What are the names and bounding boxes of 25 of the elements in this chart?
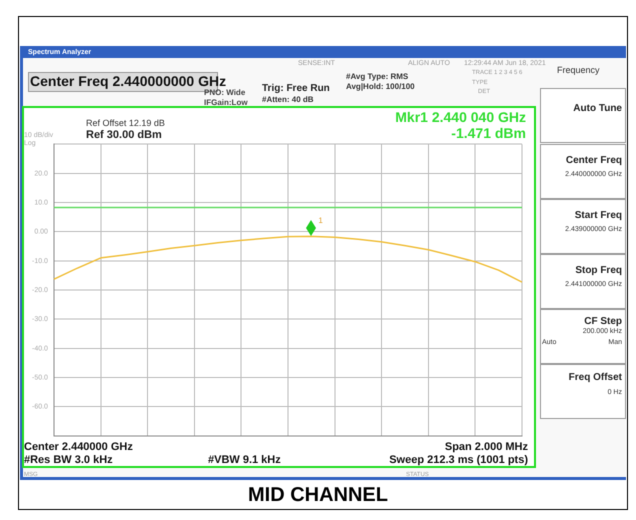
annotation: 1 xyxy=(318,216,324,225)
text: Sweep 212.3 ms (1001 pts) xyxy=(389,454,528,466)
text: #Atten: 40 dB xyxy=(262,95,314,105)
text: #Res BW 3.0 kHz xyxy=(24,454,113,466)
text: Auto Tune xyxy=(573,103,622,114)
text: Center Freq xyxy=(566,155,622,166)
text: #VBW 9.1 kHz xyxy=(208,454,281,466)
text: Start Freq xyxy=(574,210,622,221)
text: Stop Freq xyxy=(575,265,622,276)
text: Ref Offset 12.19 dB xyxy=(86,118,165,129)
text: PNO: Wide xyxy=(204,88,246,98)
text: -1.471 dBm xyxy=(451,125,526,142)
text: Center 2.440000 GHz xyxy=(24,441,133,454)
text: IFGain:Low xyxy=(204,98,248,108)
text: Avg|Hold: 100/100 xyxy=(346,82,415,92)
text: CF Step xyxy=(584,316,622,327)
text: Trig: Free Run xyxy=(262,83,330,94)
text: #Avg Type: RMS xyxy=(346,72,408,82)
text: Center Freq 2.440000000 GHz xyxy=(30,73,226,89)
text: Frequency xyxy=(557,65,600,76)
text: Ref 30.00 dBm xyxy=(86,129,162,142)
text: MID CHANNEL xyxy=(247,484,389,507)
text: Span 2.000 MHz xyxy=(444,441,528,454)
text: Mkr1 2.440 040 GHz xyxy=(395,109,526,126)
text: Freq Offset xyxy=(568,372,622,383)
